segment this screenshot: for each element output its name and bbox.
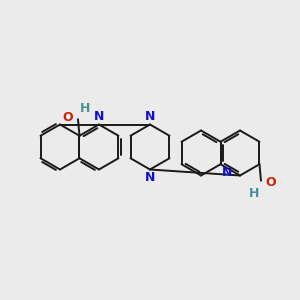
Text: H: H (80, 102, 90, 115)
Text: O: O (63, 111, 74, 124)
Text: N: N (94, 110, 104, 123)
Text: N: N (145, 171, 155, 184)
Text: H: H (249, 187, 260, 200)
Text: N: N (145, 110, 155, 123)
Text: O: O (266, 176, 276, 189)
Text: N: N (222, 166, 232, 179)
